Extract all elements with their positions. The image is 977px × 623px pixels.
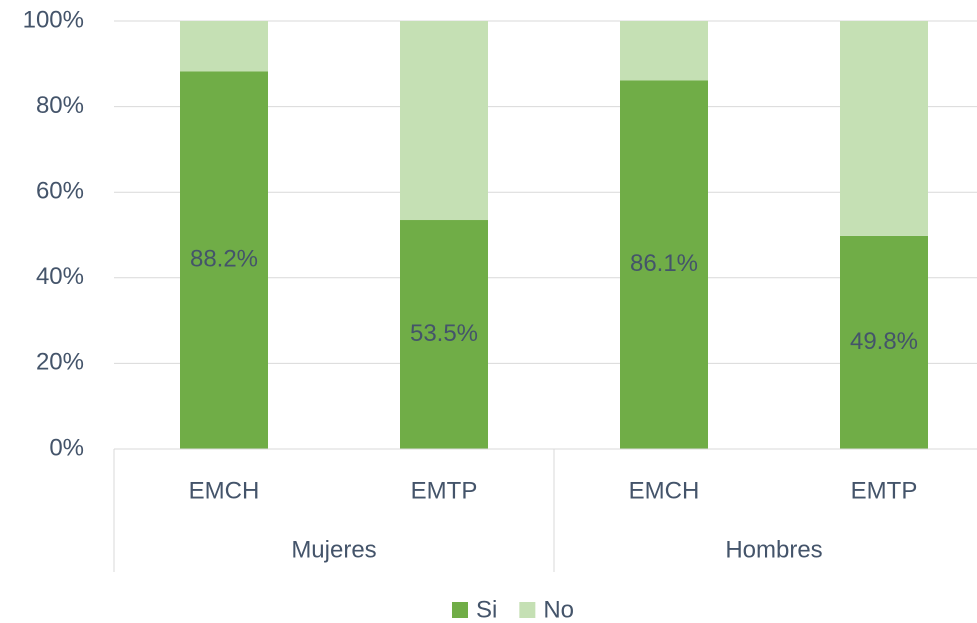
y-tick-label: 40%	[36, 263, 84, 290]
group-label: Hombres	[725, 536, 822, 563]
bar-segment	[840, 235, 928, 449]
x-tick-label: EMCH	[189, 477, 260, 504]
y-tick-label: 100%	[23, 6, 84, 33]
legend-swatch	[452, 602, 468, 618]
bar-segment	[840, 21, 928, 236]
bar-segment	[180, 21, 268, 72]
x-tick-label: EMTP	[411, 477, 478, 504]
legend-label: Si	[476, 596, 497, 623]
y-tick-label: 20%	[36, 349, 84, 376]
data-label: 88.2%	[190, 246, 258, 273]
bar-segment	[180, 71, 268, 449]
bar-segment	[620, 21, 708, 81]
y-tick-label: 0%	[49, 434, 84, 461]
bar-segment	[400, 220, 488, 449]
group-label: Mujeres	[291, 536, 376, 563]
y-tick-label: 80%	[36, 92, 84, 119]
bar-segment	[400, 21, 488, 221]
x-tick-label: EMTP	[851, 477, 918, 504]
data-label: 49.8%	[850, 328, 918, 355]
data-label: 86.1%	[630, 250, 698, 277]
y-tick-label: 60%	[36, 178, 84, 205]
legend-label: No	[543, 596, 574, 623]
data-label: 53.5%	[410, 320, 478, 347]
x-tick-label: EMCH	[629, 477, 700, 504]
bar-segment	[620, 80, 708, 449]
legend-swatch	[519, 602, 536, 618]
